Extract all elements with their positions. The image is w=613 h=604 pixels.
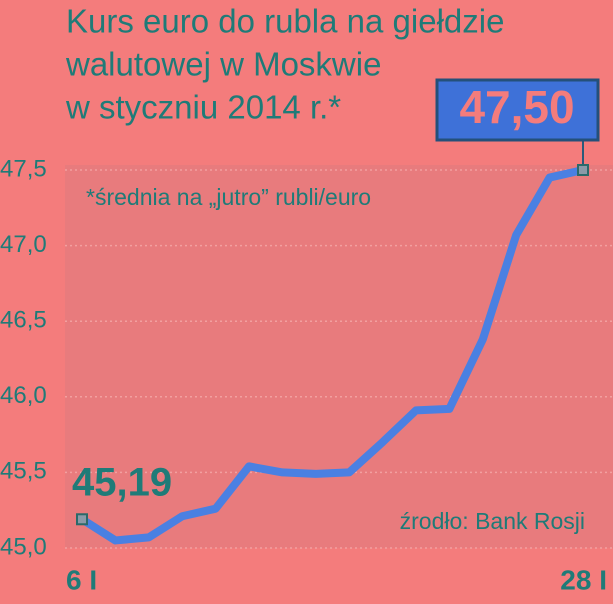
chart-title: walutowej w Moskwie <box>65 46 381 83</box>
y-tick-label: 47,5 <box>0 155 47 182</box>
x-tick-label: 6 I <box>66 564 97 595</box>
chart-title: w styczniu 2014 r.* <box>65 89 341 126</box>
label-box <box>435 78 600 142</box>
x-tick-label: 28 I <box>560 564 607 595</box>
point-marker <box>577 164 589 176</box>
chart-title: Kurs euro do rubla na giełdzie <box>66 3 504 40</box>
value-label: 45,19 <box>72 461 172 505</box>
subtitle: *średnia na „jutro” rubli/euro <box>86 184 371 210</box>
y-tick-label: 45,5 <box>0 458 47 485</box>
data-line <box>78 166 587 545</box>
y-tick-label: 46,5 <box>0 307 47 334</box>
y-tick-label: 46,0 <box>0 382 47 409</box>
y-tick-label: 47,0 <box>0 231 47 258</box>
value-label: 47,50 <box>459 81 574 133</box>
point-marker <box>76 513 88 526</box>
source: źrodło: Bank Rosji <box>400 508 585 534</box>
y-tick-label: 45,0 <box>0 533 47 560</box>
